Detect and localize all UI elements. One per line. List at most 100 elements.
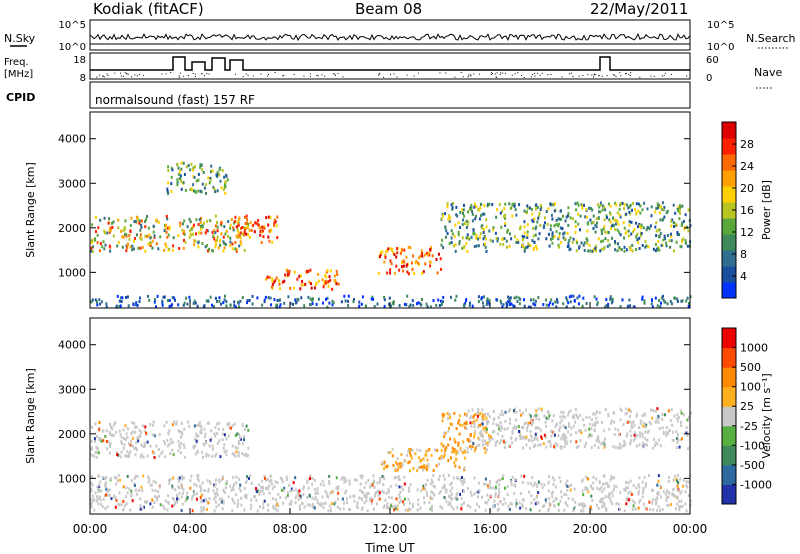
range-cell <box>563 432 566 436</box>
range-cell <box>317 272 320 276</box>
range-cell <box>427 463 430 466</box>
range-cell <box>606 230 609 234</box>
range-cell <box>489 238 492 242</box>
range-cell <box>639 498 642 502</box>
range-cell <box>314 286 316 290</box>
range-cell <box>139 507 142 511</box>
range-cell <box>674 211 677 215</box>
range-cell <box>120 450 123 454</box>
range-cell <box>326 494 329 498</box>
nave-dot <box>561 76 563 78</box>
range-cell <box>228 426 231 430</box>
range-cell <box>607 412 610 416</box>
range-cell <box>439 257 442 261</box>
range-cell <box>479 432 482 436</box>
range-cell <box>574 408 577 411</box>
range-cell <box>458 414 461 418</box>
range-cell <box>162 295 165 299</box>
nave-dot <box>334 73 336 75</box>
range-cell <box>567 430 569 434</box>
range-cell <box>98 428 101 432</box>
range-cell <box>156 498 159 502</box>
range-cell <box>629 479 632 483</box>
range-cell <box>205 452 208 456</box>
range-cell <box>654 243 657 247</box>
range-cell <box>676 488 679 492</box>
range-cell <box>463 489 465 493</box>
range-cell <box>449 483 452 487</box>
range-cell <box>644 425 647 429</box>
range-cell <box>322 285 325 289</box>
range-cell <box>671 423 674 427</box>
range-cell <box>660 296 663 300</box>
range-cell <box>631 421 633 425</box>
range-cell <box>153 434 156 438</box>
range-cell <box>166 508 169 512</box>
range-cell <box>395 505 397 508</box>
range-cell <box>308 493 311 497</box>
range-cell <box>569 409 572 413</box>
range-cell <box>534 299 537 303</box>
range-cell <box>417 301 420 305</box>
range-cell <box>463 214 466 218</box>
range-cell <box>155 242 158 246</box>
range-cell <box>555 305 558 309</box>
range-cell <box>180 435 182 439</box>
range-cell <box>105 440 108 443</box>
range-cell <box>473 425 476 429</box>
range-cell <box>170 437 173 441</box>
range-cell <box>223 246 226 250</box>
range-cell <box>392 300 395 304</box>
nave-dot <box>521 75 523 76</box>
range-cell <box>569 247 572 251</box>
range-cell <box>98 437 101 441</box>
range-cell <box>665 244 668 248</box>
x-tick-label: 08:00 <box>273 522 308 536</box>
range-cell <box>618 207 621 211</box>
range-cell <box>530 482 532 486</box>
range-cell <box>268 275 271 279</box>
range-cell <box>514 418 517 422</box>
range-cell <box>488 299 491 303</box>
range-cell <box>426 251 429 255</box>
range-cell <box>389 271 392 275</box>
range-cell <box>537 480 540 484</box>
range-cell <box>466 233 469 237</box>
range-cell <box>383 260 386 264</box>
range-cell <box>128 452 131 456</box>
range-cell <box>679 505 682 509</box>
range-cell <box>597 440 600 444</box>
range-cell <box>549 440 551 444</box>
range-cell <box>645 481 647 485</box>
range-cell <box>99 302 102 306</box>
range-cell <box>478 488 481 492</box>
range-cell <box>200 217 202 220</box>
range-cell <box>687 208 690 212</box>
range-cell <box>217 478 220 482</box>
range-cell <box>103 247 106 251</box>
range-cell <box>154 489 157 493</box>
range-cell <box>657 205 660 209</box>
range-cell <box>167 501 170 505</box>
range-cell <box>483 228 485 232</box>
range-cell <box>672 203 675 207</box>
range-cell <box>538 417 541 421</box>
range-cell <box>459 446 462 450</box>
range-cell <box>461 222 464 226</box>
range-cell <box>436 271 439 275</box>
range-cell <box>677 419 679 423</box>
range-cell <box>223 443 226 447</box>
range-cell <box>571 240 574 244</box>
range-cell <box>523 298 525 302</box>
range-cell <box>668 239 671 243</box>
range-cell <box>450 481 453 485</box>
range-cell <box>555 229 558 233</box>
range-cell <box>400 461 403 465</box>
range-cell <box>209 482 212 485</box>
range-cell <box>215 505 218 509</box>
range-cell <box>685 426 688 430</box>
range-cell <box>183 219 186 223</box>
range-cell <box>539 203 542 207</box>
range-cell <box>465 427 468 431</box>
colorbar-swatch <box>722 328 736 349</box>
